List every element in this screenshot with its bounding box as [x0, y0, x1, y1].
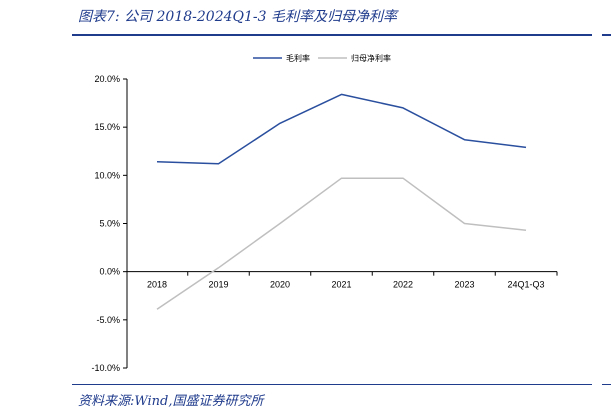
bottom-rule-right: [602, 384, 611, 385]
legend: 毛利率 归母净利率: [253, 53, 391, 63]
y-tick-label: -5.0%: [96, 315, 120, 325]
y-tick-label: 5.0%: [99, 219, 120, 229]
chart-title: 图表7: 公司 2018-2024Q1-3 毛利率及归母净利率: [78, 9, 397, 25]
y-tick-label: 0.0%: [99, 267, 120, 277]
y-tick-label: 10.0%: [94, 170, 120, 180]
legend-label-net: 归母净利率: [351, 53, 391, 63]
x-tick-label: 24Q1-Q3: [507, 280, 544, 290]
axes: 20.0% 15.0% 10.0% 5.0% 0.0% -5.0% -10.0% 2018 20…: [91, 74, 558, 373]
y-tick-label: 15.0%: [94, 122, 120, 132]
x-tick-label: 2018: [147, 280, 167, 290]
series-line-net-margin: [156, 177, 527, 310]
x-tick-label: 2021: [331, 280, 351, 290]
top-rule-right: [602, 34, 611, 36]
series-line-gross-margin: [156, 93, 527, 165]
y-tick-label: 20.0%: [94, 74, 120, 84]
x-tick-label: 2023: [454, 280, 474, 290]
bottom-rule: [72, 384, 592, 385]
source-note: 资料来源:Wind,国盛证券研究所: [78, 394, 264, 409]
y-tick-label: -10.0%: [91, 363, 120, 373]
x-tick-label: 2020: [270, 280, 290, 290]
series-layer: [156, 93, 527, 310]
top-rule: [72, 34, 592, 36]
legend-label-gross: 毛利率: [286, 53, 310, 63]
x-tick-label: 2019: [208, 280, 228, 290]
x-tick-label: 2022: [393, 280, 413, 290]
